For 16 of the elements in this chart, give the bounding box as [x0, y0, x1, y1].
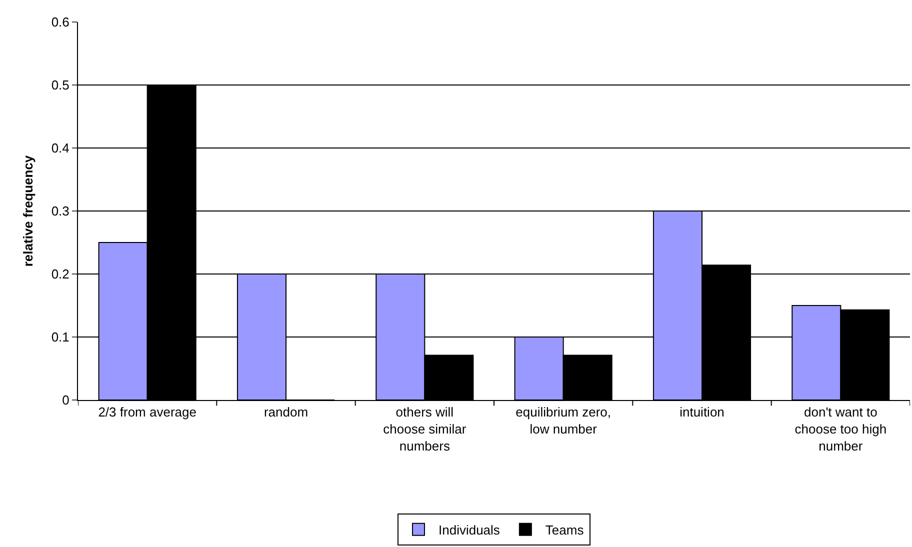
y-axis-title: relative frequency: [20, 154, 36, 267]
x-tick-label: intuition: [680, 404, 724, 420]
y-tick-label: 0.5: [51, 78, 70, 93]
y-tick-label: 0.2: [51, 266, 70, 282]
y-tick-label: 0.1: [51, 330, 70, 345]
y-tick-label: 0.4: [51, 140, 70, 156]
y-tick-label: 0.3: [51, 204, 70, 219]
y-tick-label: 0: [62, 392, 70, 408]
x-tick-label: equilibrium zero, low number: [516, 404, 612, 436]
x-tick-label: 2/3 from average: [98, 404, 196, 420]
legend-label: Teams: [545, 522, 584, 538]
x-tick-label: random: [264, 404, 308, 420]
y-tick-label: 0.6: [51, 14, 70, 30]
x-tick-label: others will choose similar numbers: [383, 404, 467, 454]
legend-label: Individuals: [438, 522, 500, 538]
x-tick-label: don't want to choose too high number: [794, 404, 887, 454]
